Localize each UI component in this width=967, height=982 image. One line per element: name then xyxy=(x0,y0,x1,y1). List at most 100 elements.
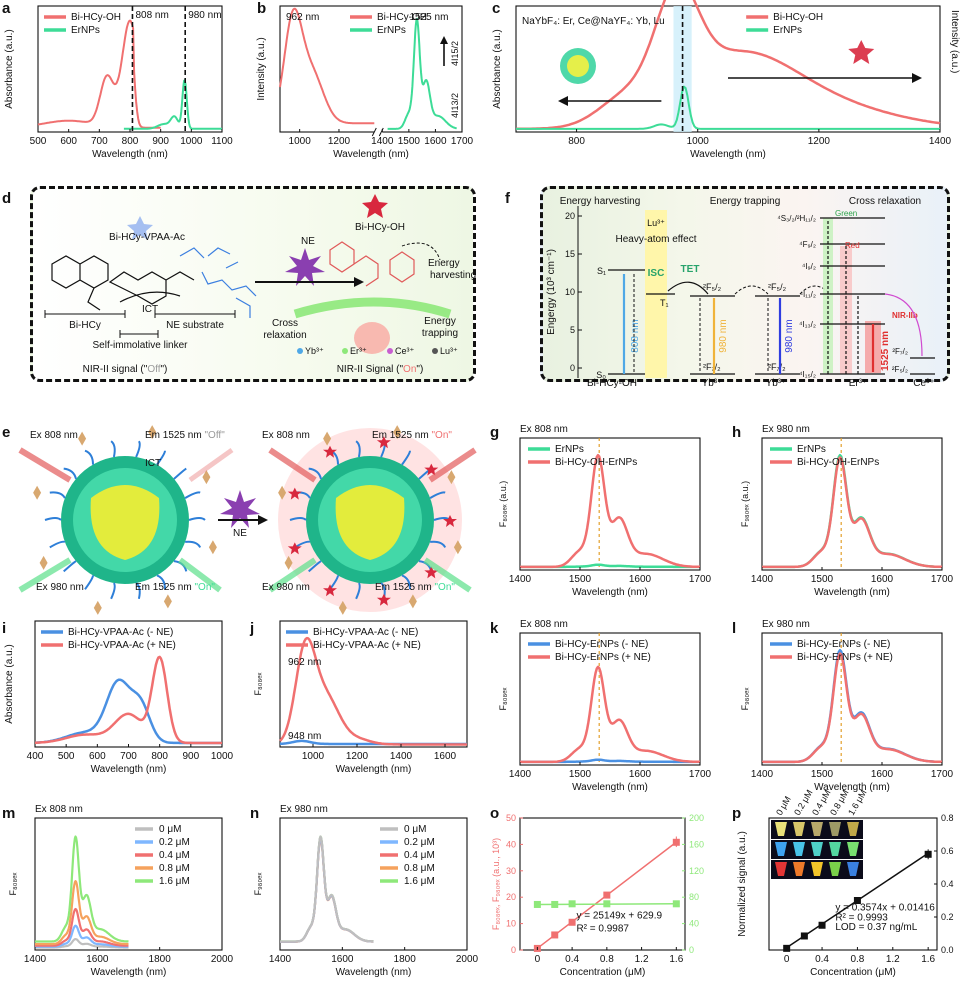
x-axis-label: Wavelength (nm) xyxy=(92,149,168,160)
x-tick-label: 1400 xyxy=(24,954,47,965)
excitation-label: Ex 808 nm xyxy=(520,424,568,435)
vial xyxy=(811,822,823,836)
panel-label-j: j xyxy=(250,620,255,637)
y-axis-label: F₈₀₈ₑₓ xyxy=(8,872,18,895)
series-minus-ne xyxy=(34,678,223,745)
glow xyxy=(354,322,390,354)
x-axis-label: Wavelength (nm) xyxy=(572,782,648,793)
level-label: ²F₅/₂ xyxy=(768,282,787,292)
em-label: Em 1525 nm "On" xyxy=(375,582,455,593)
panel-i-chart: Bi-HCy-VPAA-Ac (- NE) Bi-HCy-VPAA-Ac (+ N… xyxy=(4,620,234,775)
ann-980: 980 nm xyxy=(188,10,221,21)
y2-tick-label: 80 xyxy=(689,892,699,902)
star-icon xyxy=(443,515,457,527)
dashed-arrow xyxy=(401,242,441,261)
y-tick-label: 0.2 xyxy=(941,912,954,922)
plot-frame xyxy=(279,817,468,951)
arrow-head xyxy=(258,515,268,525)
series-1 xyxy=(761,652,943,764)
cross-relaxation-label: relaxation xyxy=(263,330,306,341)
ligand xyxy=(401,450,411,466)
x-tick-label: 1400 xyxy=(269,954,292,965)
ligand xyxy=(184,491,201,499)
panel-e-illustration: Ex 808 nm Ex 808 nm Em 1525 nm "Off" Em 152… xyxy=(18,425,477,615)
x-tick-label: 1500 xyxy=(569,574,592,585)
legend-entry: Bi-HCy-OH-ErNPs xyxy=(797,457,879,468)
x-tick-label: 1400 xyxy=(390,751,413,762)
series-plus-ne xyxy=(279,636,468,746)
x-tick-label: 500 xyxy=(30,136,47,147)
x-tick-label: 1000 xyxy=(302,751,325,762)
x-tick-label: 1800 xyxy=(149,954,172,965)
probe-name: Bi-HCy-VPAA-Ac xyxy=(109,232,185,243)
energy-trapping-label: Energy xyxy=(424,316,456,327)
y-tick-label: 0.4 xyxy=(941,879,954,889)
x-tick-label: 1200 xyxy=(328,136,351,147)
panel-label-g: g xyxy=(490,424,500,441)
series-conc-2 xyxy=(34,907,129,947)
emission-cone xyxy=(208,540,217,555)
vial xyxy=(793,822,805,836)
ion-label: Ce³⁺ xyxy=(395,346,415,356)
emission-cone xyxy=(33,485,42,500)
ne-label: NE xyxy=(233,528,247,539)
level-label: ²F₅/₂ xyxy=(703,282,722,292)
ligand xyxy=(429,491,446,499)
ex808-label: Ex 808 nm xyxy=(262,430,310,441)
ligand xyxy=(135,440,141,458)
nanoparticle-surface xyxy=(293,297,452,319)
x-tick-label: 1600 xyxy=(629,574,652,585)
y2-tick-label: 120 xyxy=(689,866,704,876)
y-axis-label: F₈₀₈ₑₓ xyxy=(498,687,508,710)
emission-cone xyxy=(408,594,417,609)
star-icon xyxy=(323,445,337,458)
panel-f-box xyxy=(540,186,950,382)
legend-entry: 0.2 μM xyxy=(159,837,190,848)
star-icon xyxy=(848,40,875,64)
x-tick-label: 600 xyxy=(60,136,77,147)
x-tick-label: 1600 xyxy=(86,954,109,965)
fit-equation: y = 0.3574x + 0.01416 xyxy=(835,902,935,913)
x-axis-label: Wavelength (nm) xyxy=(690,149,766,160)
x-tick-label: 800 xyxy=(568,136,585,147)
y-tick-label: 10 xyxy=(506,919,516,929)
ann-1525: 1525 nm xyxy=(409,12,448,23)
ict-arrow xyxy=(119,291,181,303)
ann-962: 962 nm xyxy=(288,657,321,668)
x-tick-label: 1500 xyxy=(569,769,592,780)
x-axis-label: Wavelength (nm) xyxy=(91,764,167,775)
y-axis-label: Intensity (a.u.) xyxy=(256,37,267,100)
plot-frame xyxy=(37,5,223,133)
er-level-label: ⁴I₁₁/₂ xyxy=(800,290,816,299)
vial xyxy=(793,842,805,856)
laser-980 xyxy=(18,557,72,593)
panel-f-diagram: Energy harvesting Energy trapping Cross re… xyxy=(546,196,935,389)
ligand xyxy=(355,440,361,458)
y-tick-label: 0.8 xyxy=(941,813,954,823)
panel-m-chart: Ex 808 nm 0 μM 0.2 μM 0.4 μM 0.8 μM 1.6 μM 140… xyxy=(8,804,234,978)
ict-label: ICT xyxy=(142,304,158,315)
y-tick-label: 50 xyxy=(506,813,516,823)
x-axis-label: Wavelength (nm) xyxy=(814,782,890,793)
ann-948: 948 nm xyxy=(288,731,321,742)
series-0 xyxy=(761,648,943,764)
x-tick-label: 400 xyxy=(27,751,44,762)
panel-o-chart: 0 10 20 30 40 50 0 40 80 120 160 200 y = 25149x + 62… xyxy=(491,813,704,978)
panel-label-a: a xyxy=(2,0,11,17)
point-f980 xyxy=(672,900,680,908)
ligand xyxy=(110,440,116,458)
star-icon xyxy=(362,194,388,218)
em-label: Em 1525 nm "On" xyxy=(135,582,215,593)
emission-cone xyxy=(393,425,402,440)
legend-entry: Bi-HCy-OH xyxy=(377,12,427,23)
excitation-label: Ex 808 nm xyxy=(35,804,83,815)
ligand xyxy=(429,540,447,548)
legend-entry: Bi-HCy-VPAA-Ac (+ NE) xyxy=(313,640,421,651)
legend-entry: 1.6 μM xyxy=(159,876,190,887)
y-tick-label: 5 xyxy=(570,325,575,335)
panel-a-chart: 808 nm 980 nm Bi-HCy-OH ErNPs 500 600 700 800 90… xyxy=(4,5,233,160)
x-tick-label: 600 xyxy=(89,751,106,762)
x-tick-label: 0.4 xyxy=(565,954,579,965)
panel-h-chart: Ex 980 nm ErNPs Bi-HCy-OH-ErNPs 1400 1500 160… xyxy=(740,424,954,598)
x-tick-label: 2000 xyxy=(211,954,234,965)
